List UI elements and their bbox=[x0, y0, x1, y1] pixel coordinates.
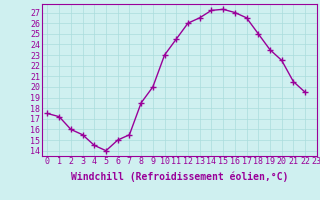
X-axis label: Windchill (Refroidissement éolien,°C): Windchill (Refroidissement éolien,°C) bbox=[70, 172, 288, 182]
